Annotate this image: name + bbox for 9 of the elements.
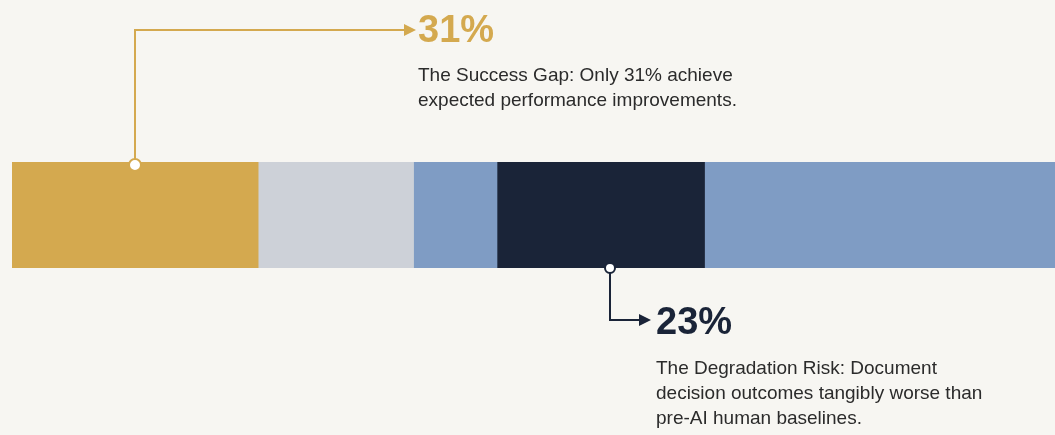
text: The Degradation Risk: Document decision outcomes tangibly worse than pre-AI human baselines. xyxy=(656,356,984,430)
bar xyxy=(496,162,705,268)
text: 31% xyxy=(418,8,495,51)
text: 23% xyxy=(656,300,733,343)
text: The Success Gap: Only 31% achieve expected performance improvements. xyxy=(418,63,738,112)
bar xyxy=(704,162,1055,268)
bar xyxy=(257,162,414,268)
bar xyxy=(12,162,259,268)
bar xyxy=(413,162,498,268)
